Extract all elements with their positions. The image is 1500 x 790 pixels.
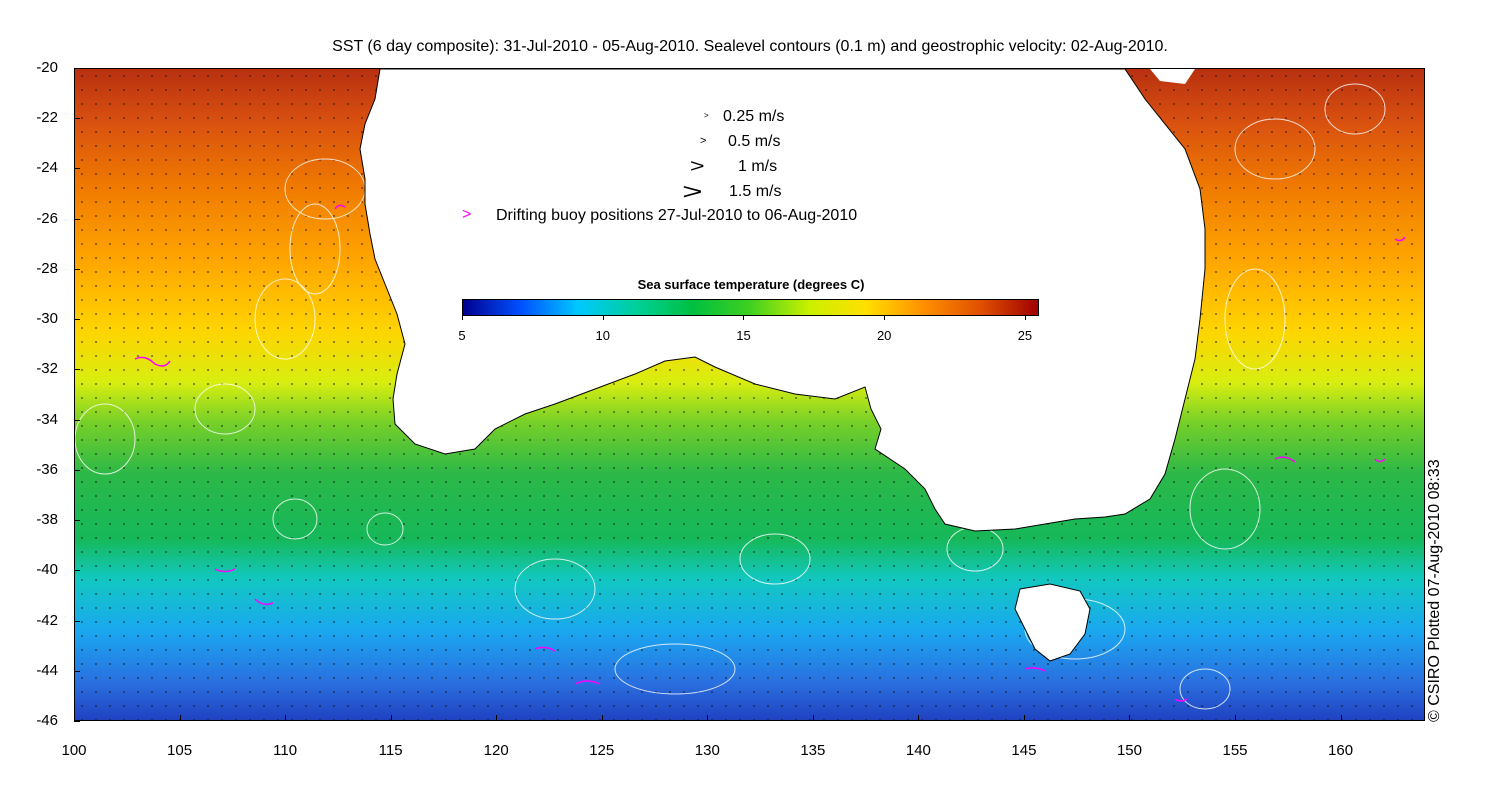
y-tick-label: -42 xyxy=(36,611,58,629)
arrow-large-icon: > xyxy=(689,156,705,176)
y-tick-mark xyxy=(74,268,80,270)
y-tick-mark xyxy=(74,68,80,69)
x-tick-mark xyxy=(918,715,920,721)
x-tick-label: 125 xyxy=(589,742,615,759)
x-tick-label: 145 xyxy=(1011,742,1037,759)
colorbar-tick-mark xyxy=(602,316,604,320)
y-tick-mark xyxy=(74,419,80,421)
colorbar-tick-mark xyxy=(462,316,463,320)
arrow-small-icon: > xyxy=(704,111,709,120)
legend-speed-label: 0.25 m/s xyxy=(723,108,785,125)
y-tick-label: -30 xyxy=(36,310,58,328)
y-tick-mark xyxy=(74,118,80,120)
y-tick-mark xyxy=(74,570,80,572)
y-tick-label: -24 xyxy=(36,159,58,177)
legend-speed-label: 0.5 m/s xyxy=(728,133,781,150)
x-tick-label: 115 xyxy=(378,742,403,759)
y-tick-label: -28 xyxy=(36,259,58,277)
x-tick-mark xyxy=(1129,715,1131,721)
legend-buoy-label: Drifting buoy positions 27-Jul-2010 to 0… xyxy=(496,207,858,224)
colorbar-tick-mark xyxy=(1024,316,1026,320)
x-tick-mark xyxy=(812,715,814,721)
x-tick-label: 105 xyxy=(167,742,193,759)
land-tasmania xyxy=(1014,583,1091,662)
y-tick-label: -20 xyxy=(36,59,58,76)
colorbar-tick-mark xyxy=(743,316,745,320)
x-tick-label: 100 xyxy=(61,742,87,759)
x-tick-mark xyxy=(496,715,498,721)
colorbar-tick-label: 15 xyxy=(736,328,751,343)
x-tick-mark xyxy=(390,715,392,721)
y-tick-label: -40 xyxy=(36,561,58,579)
colorbar-tick-label: 10 xyxy=(595,328,610,343)
colorbar-title: Sea surface temperature (degrees C) xyxy=(637,277,865,292)
x-tick-label: 110 xyxy=(273,742,298,759)
y-tick-mark xyxy=(74,670,80,672)
y-tick-mark xyxy=(74,369,80,371)
colorbar-tick-label: 25 xyxy=(1017,328,1033,343)
x-tick-label: 120 xyxy=(483,742,509,759)
y-tick-label: -36 xyxy=(36,460,58,478)
legend-speed-label: 1 m/s xyxy=(738,158,778,175)
land-new-caledonia xyxy=(1150,69,1195,84)
y-tick-mark xyxy=(74,168,80,170)
x-tick-label: 130 xyxy=(694,742,720,759)
x-tick-label: 150 xyxy=(1116,742,1142,759)
x-tick-mark xyxy=(1023,715,1025,721)
copyright-notice: © CSIRO Plotted 07-Aug-2010 08:33 xyxy=(1426,459,1443,722)
legend-speed-label: 1.5 m/s xyxy=(729,183,782,200)
y-tick-label: -44 xyxy=(36,661,58,679)
arrow-xlarge-icon: > xyxy=(682,179,703,204)
x-tick-label: 160 xyxy=(1328,742,1354,759)
y-tick-label: -38 xyxy=(36,511,58,529)
x-tick-mark xyxy=(74,715,75,721)
colorbar-tick-label: 5 xyxy=(458,328,466,343)
sealevel-contours xyxy=(75,83,1386,710)
colorbar xyxy=(462,299,1039,316)
y-tick-label: -46 xyxy=(36,712,58,729)
arrow-medium-icon: > xyxy=(700,135,707,147)
y-tick-label: -22 xyxy=(36,109,58,127)
y-tick-mark xyxy=(74,218,80,220)
x-tick-mark xyxy=(601,715,603,721)
chart-title: SST (6 day composite): 31-Jul-2010 - 05-… xyxy=(332,38,1168,55)
x-tick-mark xyxy=(179,715,181,721)
buoy-marker-icon: > xyxy=(462,206,472,223)
x-tick-label: 155 xyxy=(1222,742,1248,759)
x-tick-label: 140 xyxy=(905,742,931,759)
drifting-buoys xyxy=(134,204,1406,702)
y-tick-mark xyxy=(74,620,80,622)
x-tick-mark xyxy=(1340,715,1342,721)
x-tick-mark xyxy=(285,715,287,721)
x-tick-label: 135 xyxy=(800,742,826,759)
colorbar-tick-label: 20 xyxy=(876,328,892,343)
y-tick-mark xyxy=(74,520,80,522)
colorbar-tick-mark xyxy=(884,316,886,320)
x-tick-mark xyxy=(1235,715,1237,721)
y-tick-mark xyxy=(74,721,80,722)
y-tick-mark xyxy=(74,469,80,471)
y-tick-label: -34 xyxy=(36,410,58,428)
y-tick-label: -32 xyxy=(36,360,58,378)
y-tick-mark xyxy=(74,319,80,321)
y-tick-label: -26 xyxy=(36,209,58,227)
x-tick-mark xyxy=(707,715,709,721)
